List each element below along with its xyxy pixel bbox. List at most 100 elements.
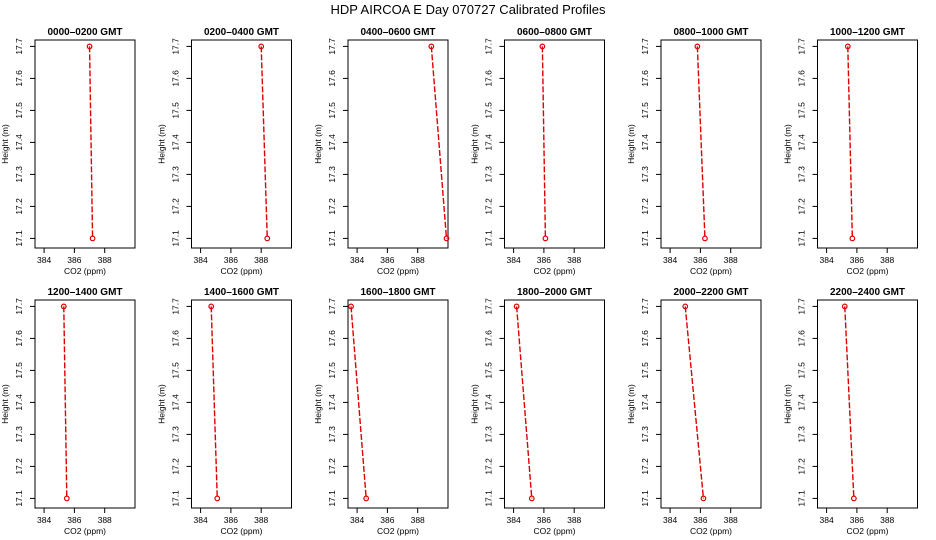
profile-point [208, 303, 215, 310]
y-tick-label: 17.5 [797, 102, 807, 119]
profile-point [841, 303, 848, 310]
y-tick-label: 17.1 [327, 490, 337, 507]
y-tick-label: 17.7 [797, 298, 807, 315]
x-axis-label: CO2 (ppm) [64, 266, 106, 276]
y-tick-label: 17.4 [14, 134, 24, 151]
x-tick-label: 386 [850, 515, 864, 525]
y-tick-label: 17.6 [14, 70, 24, 87]
profile-point [539, 43, 546, 50]
y-tick-label: 17.6 [171, 330, 181, 347]
panel-title: 1400–1600 GMT [204, 287, 279, 298]
plot-frame [660, 299, 762, 509]
x-tick-label: 386 [537, 255, 551, 265]
y-axis-label: Height (m) [313, 124, 323, 164]
y-tick-label: 17.1 [14, 230, 24, 247]
y-tick-label: 17.3 [171, 166, 181, 183]
y-tick-label: 17.1 [484, 230, 494, 247]
panel-title: 0600–0800 GMT [517, 27, 592, 38]
profile-point [844, 43, 851, 50]
y-tick-label: 17.2 [797, 198, 807, 215]
profile-line [844, 306, 855, 499]
x-tick-label: 384 [819, 515, 833, 525]
y-tick-label: 17.2 [484, 458, 494, 475]
y-tick-label: 17.7 [484, 38, 494, 55]
x-tick-label: 388 [411, 515, 425, 525]
y-tick-label: 17.2 [327, 458, 337, 475]
y-tick-label: 17.4 [797, 394, 807, 411]
y-tick-label: 17.4 [484, 394, 494, 411]
profile-line [847, 46, 854, 239]
plot-frame [817, 299, 918, 509]
y-tick-label: 17.5 [484, 102, 494, 119]
x-tick-label: 386 [380, 255, 394, 265]
x-tick-label: 388 [411, 255, 425, 265]
y-tick-label: 17.2 [327, 198, 337, 215]
x-axis-label: CO2 (ppm) [846, 526, 888, 536]
y-axis-label: Height (m) [0, 124, 10, 164]
panel-title: 0200–0400 GMT [204, 27, 279, 38]
profile-line [696, 46, 706, 239]
x-axis-label: CO2 (ppm) [220, 526, 262, 536]
profile-line [88, 46, 94, 239]
y-tick-label: 17.6 [327, 330, 337, 347]
panel-title: 0800–1000 GMT [673, 27, 748, 38]
x-tick-label: 388 [880, 515, 894, 525]
x-tick-label: 388 [254, 515, 268, 525]
y-tick-label: 17.2 [171, 198, 181, 215]
x-tick-label: 388 [724, 515, 738, 525]
x-tick-label: 386 [693, 255, 707, 265]
y-tick-label: 17.1 [171, 490, 181, 507]
y-tick-label: 17.6 [171, 70, 181, 87]
y-tick-label: 17.5 [484, 362, 494, 379]
y-tick-label: 17.5 [797, 362, 807, 379]
plot-frame [34, 299, 136, 509]
y-tick-label: 17.4 [640, 134, 650, 151]
profile-line [350, 306, 367, 499]
y-tick-label: 17.4 [484, 134, 494, 151]
y-tick-label: 17.6 [640, 70, 650, 87]
x-axis-label: CO2 (ppm) [533, 526, 575, 536]
x-tick-label: 384 [37, 515, 51, 525]
x-axis-label: CO2 (ppm) [846, 266, 888, 276]
panel-title: 2200–2400 GMT [830, 287, 905, 298]
profile-point [86, 43, 93, 50]
y-tick-label: 17.3 [484, 426, 494, 443]
panel-title: 2000–2200 GMT [673, 287, 748, 298]
x-tick-label: 388 [567, 515, 581, 525]
y-tick-label: 17.2 [171, 458, 181, 475]
profile-point [702, 235, 708, 242]
y-axis-label: Height (m) [783, 384, 793, 424]
y-tick-label: 17.6 [484, 330, 494, 347]
profile-point [348, 303, 354, 310]
x-tick-label: 386 [67, 255, 81, 265]
y-tick-label: 17.7 [797, 38, 807, 55]
profile-line [515, 306, 533, 499]
y-tick-label: 17.4 [171, 134, 181, 151]
y-tick-label: 17.2 [797, 458, 807, 475]
y-tick-label: 17.2 [14, 198, 24, 215]
profile-point [63, 495, 70, 502]
x-tick-label: 388 [567, 255, 581, 265]
y-tick-label: 17.4 [327, 134, 337, 151]
profile-point [542, 235, 549, 242]
y-tick-label: 17.3 [640, 426, 650, 443]
y-tick-label: 17.2 [14, 458, 24, 475]
x-tick-label: 388 [98, 515, 112, 525]
y-tick-label: 17.7 [327, 298, 337, 315]
x-tick-label: 384 [193, 255, 207, 265]
profile-point [89, 235, 96, 242]
profile-point [528, 495, 535, 502]
profile-line [210, 306, 218, 499]
y-tick-label: 17.1 [171, 230, 181, 247]
y-tick-label: 17.7 [171, 298, 181, 315]
y-tick-label: 17.5 [327, 102, 337, 119]
x-tick-label: 386 [224, 515, 238, 525]
plot-frame [817, 39, 918, 249]
y-tick-label: 17.5 [14, 362, 24, 379]
y-axis-label: Height (m) [783, 124, 793, 164]
x-axis-label: CO2 (ppm) [64, 526, 106, 536]
